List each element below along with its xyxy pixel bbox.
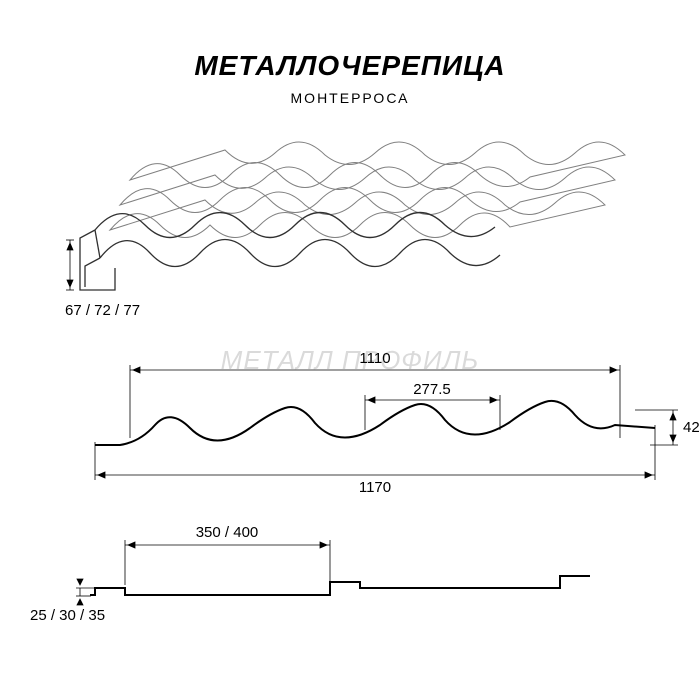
dim-step-height: 25 / 30 / 35 xyxy=(30,607,105,624)
dim-42: 42 xyxy=(683,419,700,436)
dim-1170: 1170 xyxy=(359,479,391,496)
dim-pitch: 277.5 xyxy=(413,381,451,398)
dim-step: 350 / 400 xyxy=(196,524,259,541)
iso-height-label: 67 / 72 / 77 xyxy=(65,302,140,319)
iso-view: 67 / 72 / 77 xyxy=(65,142,625,319)
front-profile: 1110 277.5 1170 42 xyxy=(95,350,700,496)
side-profile: 350 / 400 25 / 30 / 35 xyxy=(30,524,590,624)
technical-drawing: 67 / 72 / 77 1110 277.5 xyxy=(0,0,700,700)
dim-1110: 1110 xyxy=(359,350,390,367)
